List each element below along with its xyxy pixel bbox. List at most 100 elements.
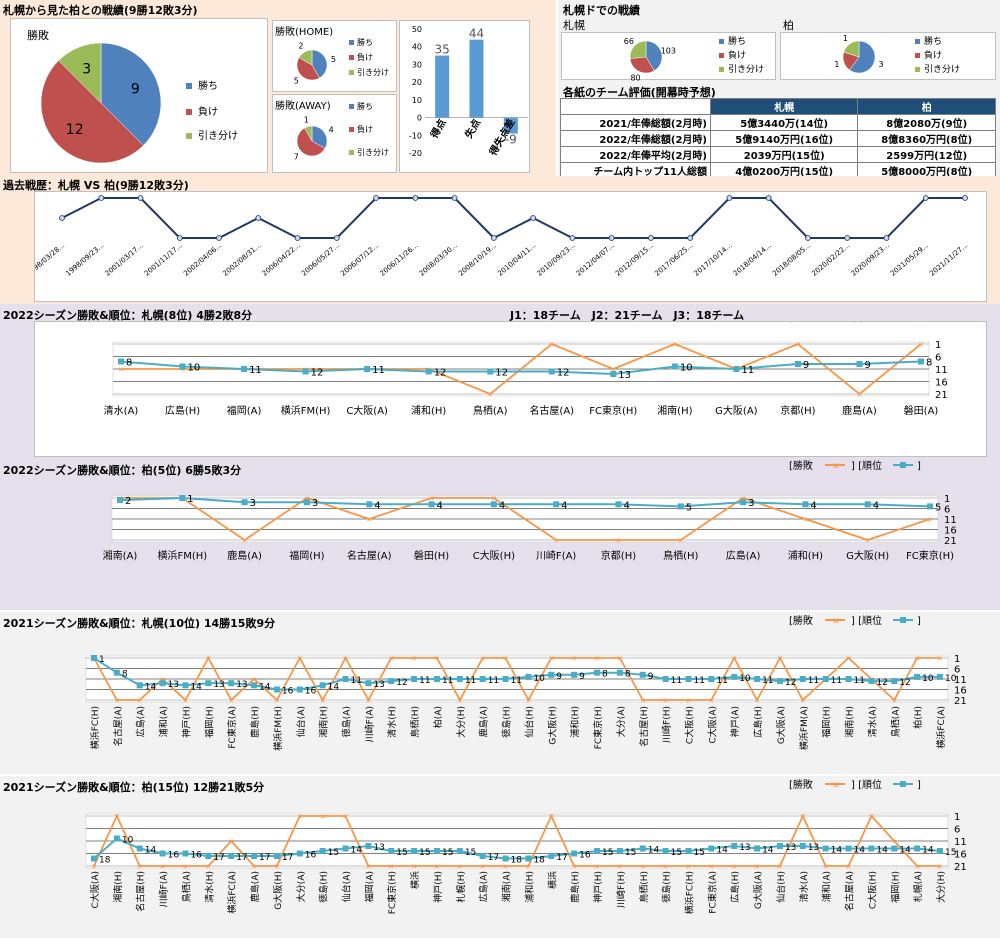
- pie-value-label: 2: [298, 42, 303, 51]
- rank-marker: [731, 673, 738, 680]
- rank-marker: [182, 850, 189, 857]
- x-tick-label: G大阪(H): [546, 706, 558, 745]
- pie-value-label: 3: [879, 60, 884, 69]
- x-tick-label: 湘南(H): [657, 404, 692, 417]
- result-marker: ✕: [118, 366, 124, 374]
- x-tick-label: FC東京(A): [226, 706, 238, 749]
- rank-label: 18: [533, 856, 545, 866]
- result-marker: ✕: [480, 655, 486, 663]
- result-marker: ✕: [754, 697, 760, 705]
- history-point: [333, 235, 340, 241]
- result-marker: ✕: [548, 655, 554, 663]
- x-tick-label: 鹿島(A): [842, 404, 877, 417]
- x-tick-label: 広島(A): [478, 871, 490, 902]
- rank-label: 12: [396, 678, 407, 688]
- league-note: J1：18チーム J2：21チーム J3：18チーム: [510, 309, 745, 322]
- rank-label: 5: [686, 502, 692, 513]
- y-tick-label: -20: [409, 149, 422, 158]
- history-point: [255, 215, 262, 221]
- rank-marker: [456, 676, 463, 682]
- rank-label: 15: [945, 848, 956, 858]
- history-point: [883, 235, 890, 241]
- result-marker: ✕: [457, 863, 463, 871]
- rank-tick-label: 1: [935, 340, 941, 351]
- rank-line: [93, 657, 940, 691]
- result-marker: ✕: [865, 537, 871, 545]
- dome-sapporo-legend-win-swatch: [719, 39, 724, 44]
- home-legend-lose: 負け: [349, 50, 389, 65]
- result-marker: ✕: [548, 813, 554, 821]
- result-marker: ✕: [617, 863, 623, 871]
- pie-home-title: 勝敗(HOME): [275, 27, 334, 38]
- result-marker: ✕: [891, 697, 897, 705]
- x-tick-label: 横浜FC(A): [935, 706, 947, 749]
- history-point: [608, 235, 615, 241]
- x-tick-label: G大阪(A): [775, 706, 787, 744]
- result-marker: ✕: [228, 697, 234, 705]
- result-marker: ✕: [610, 366, 616, 374]
- dome-kashiwa-legend-draw-label: 引き分け: [924, 65, 961, 75]
- home-legend-win: 勝ち: [349, 35, 389, 50]
- result-marker: ✕: [594, 863, 600, 871]
- result-marker: ✕: [754, 863, 760, 871]
- pie-away-chart: 4 7 1: [294, 115, 334, 161]
- rank-marker: [731, 843, 738, 849]
- pie-slice: [40, 60, 144, 164]
- y-tick-label: -10: [409, 131, 422, 140]
- result-marker: ✕: [487, 391, 493, 399]
- x-tick-label: 2010/04/11...: [496, 241, 537, 277]
- x-tick-label: 福岡(H): [203, 706, 215, 738]
- x-tick-label: C大阪(A): [706, 706, 718, 743]
- rank-label: 2: [125, 496, 131, 507]
- result-marker: ✕: [553, 537, 559, 545]
- x-tick-label: 湘南(H): [844, 706, 856, 738]
- history-point: [569, 235, 576, 241]
- x-tick-label: 清水(H): [203, 871, 215, 903]
- result-marker: ✕: [678, 537, 684, 545]
- rank-marker: [594, 848, 601, 854]
- result-marker: ✕: [388, 863, 394, 871]
- x-tick-label: C大阪(A): [346, 404, 388, 417]
- x-tick-label: 福岡(H): [289, 549, 324, 562]
- x-tick-label: G大阪(A): [752, 871, 764, 909]
- dome-kashiwa-legend-draw-swatch: [915, 67, 920, 72]
- x-tick-label: 2006/07/12...: [339, 241, 380, 277]
- rank-label: 16: [579, 851, 591, 861]
- x-tick-label: 名古屋(H): [135, 871, 147, 912]
- rank-marker: [319, 848, 326, 854]
- legend-rank-label: ] [順位: [851, 614, 882, 627]
- rank-label: 4: [374, 500, 380, 511]
- rank-label: 12: [785, 678, 796, 688]
- result-marker: ✕: [914, 655, 920, 663]
- rank-label: 17: [236, 853, 247, 863]
- s2022-kashiwa-card: 16111621勝引分負[勝敗✕] [順位]✕✕✕✕✕✕✕✕✕✕✕✕✕✕2133…: [34, 460, 987, 608]
- dome-sapporo-legend-draw: 引き分け: [719, 63, 764, 77]
- rank-marker: [802, 501, 809, 508]
- s2021-kashiwa-section: 2021シーズン勝敗&順位：柏(15位) 12勝21敗5分 16111621勝引…: [0, 776, 1000, 938]
- rank-marker: [927, 503, 933, 510]
- pie-away-title: 勝敗(AWAY): [275, 101, 331, 112]
- eval-title: 各紙のチーム評価(開幕時予想): [563, 86, 716, 99]
- rank-label: 15: [328, 848, 339, 858]
- x-tick-label: 広島(H): [165, 404, 200, 417]
- result-marker: ✕: [297, 655, 303, 663]
- result-marker: ✕: [708, 697, 714, 705]
- x-tick-label: 湘南(A): [103, 549, 138, 562]
- eval-row-label: チーム内トップ11人総額: [560, 162, 711, 179]
- rank-marker: [671, 363, 678, 370]
- rank-marker: [845, 845, 852, 852]
- rank-label: 9: [803, 360, 809, 371]
- result-marker: ✕: [304, 495, 310, 503]
- rank-marker: [548, 671, 555, 678]
- result-marker: ✕: [251, 676, 257, 684]
- result-marker: ✕: [663, 863, 669, 871]
- rank-tick-label: 11: [954, 837, 967, 848]
- sapporo-dome-section: 札幌ドでの戦績 札幌 柏 103 80 66 勝ち 負け 引き分け 3 1 1 勝ち 負…: [558, 0, 1000, 82]
- rank-label: 15: [671, 848, 682, 858]
- rank-label: 11: [854, 676, 865, 686]
- legend-win-label: 勝ち: [198, 81, 218, 92]
- pie-value-label: 12: [66, 122, 84, 138]
- vs-section: 札幌から見た柏との戦績(9勝12敗3分) 勝敗 9 12 3 勝ち 負け 引き分け …: [0, 0, 556, 176]
- rank-label: 4: [623, 500, 629, 511]
